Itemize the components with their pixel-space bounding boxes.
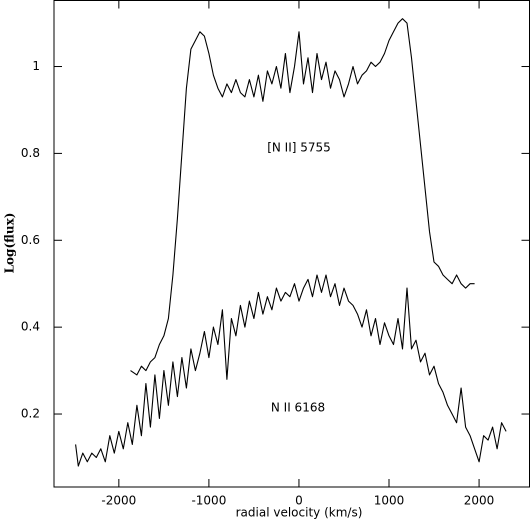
annotation: [N II] 5755 (267, 141, 331, 155)
y-axis-title: Log(flux) (3, 213, 17, 274)
y-tick-label: 0.8 (21, 146, 40, 160)
y-tick-label: 0.4 (21, 320, 40, 334)
x-tick-label: -1000 (191, 494, 226, 508)
y-tick-label: 0.2 (21, 407, 40, 421)
x-tick-label: 0 (295, 494, 303, 508)
line-series (75, 274, 507, 467)
y-tick-label: 0.6 (21, 233, 40, 247)
y-tick-label: 1 (32, 59, 40, 73)
x-axis-title: radial velocity (km/s) (236, 506, 363, 520)
annotation: N II 6168 (271, 401, 325, 415)
x-tick-label: -2000 (101, 494, 136, 508)
x-tick-label: 2000 (464, 494, 495, 508)
plot-frame (53, 0, 530, 488)
x-tick-label: 1000 (374, 494, 405, 508)
line-series (130, 18, 475, 376)
